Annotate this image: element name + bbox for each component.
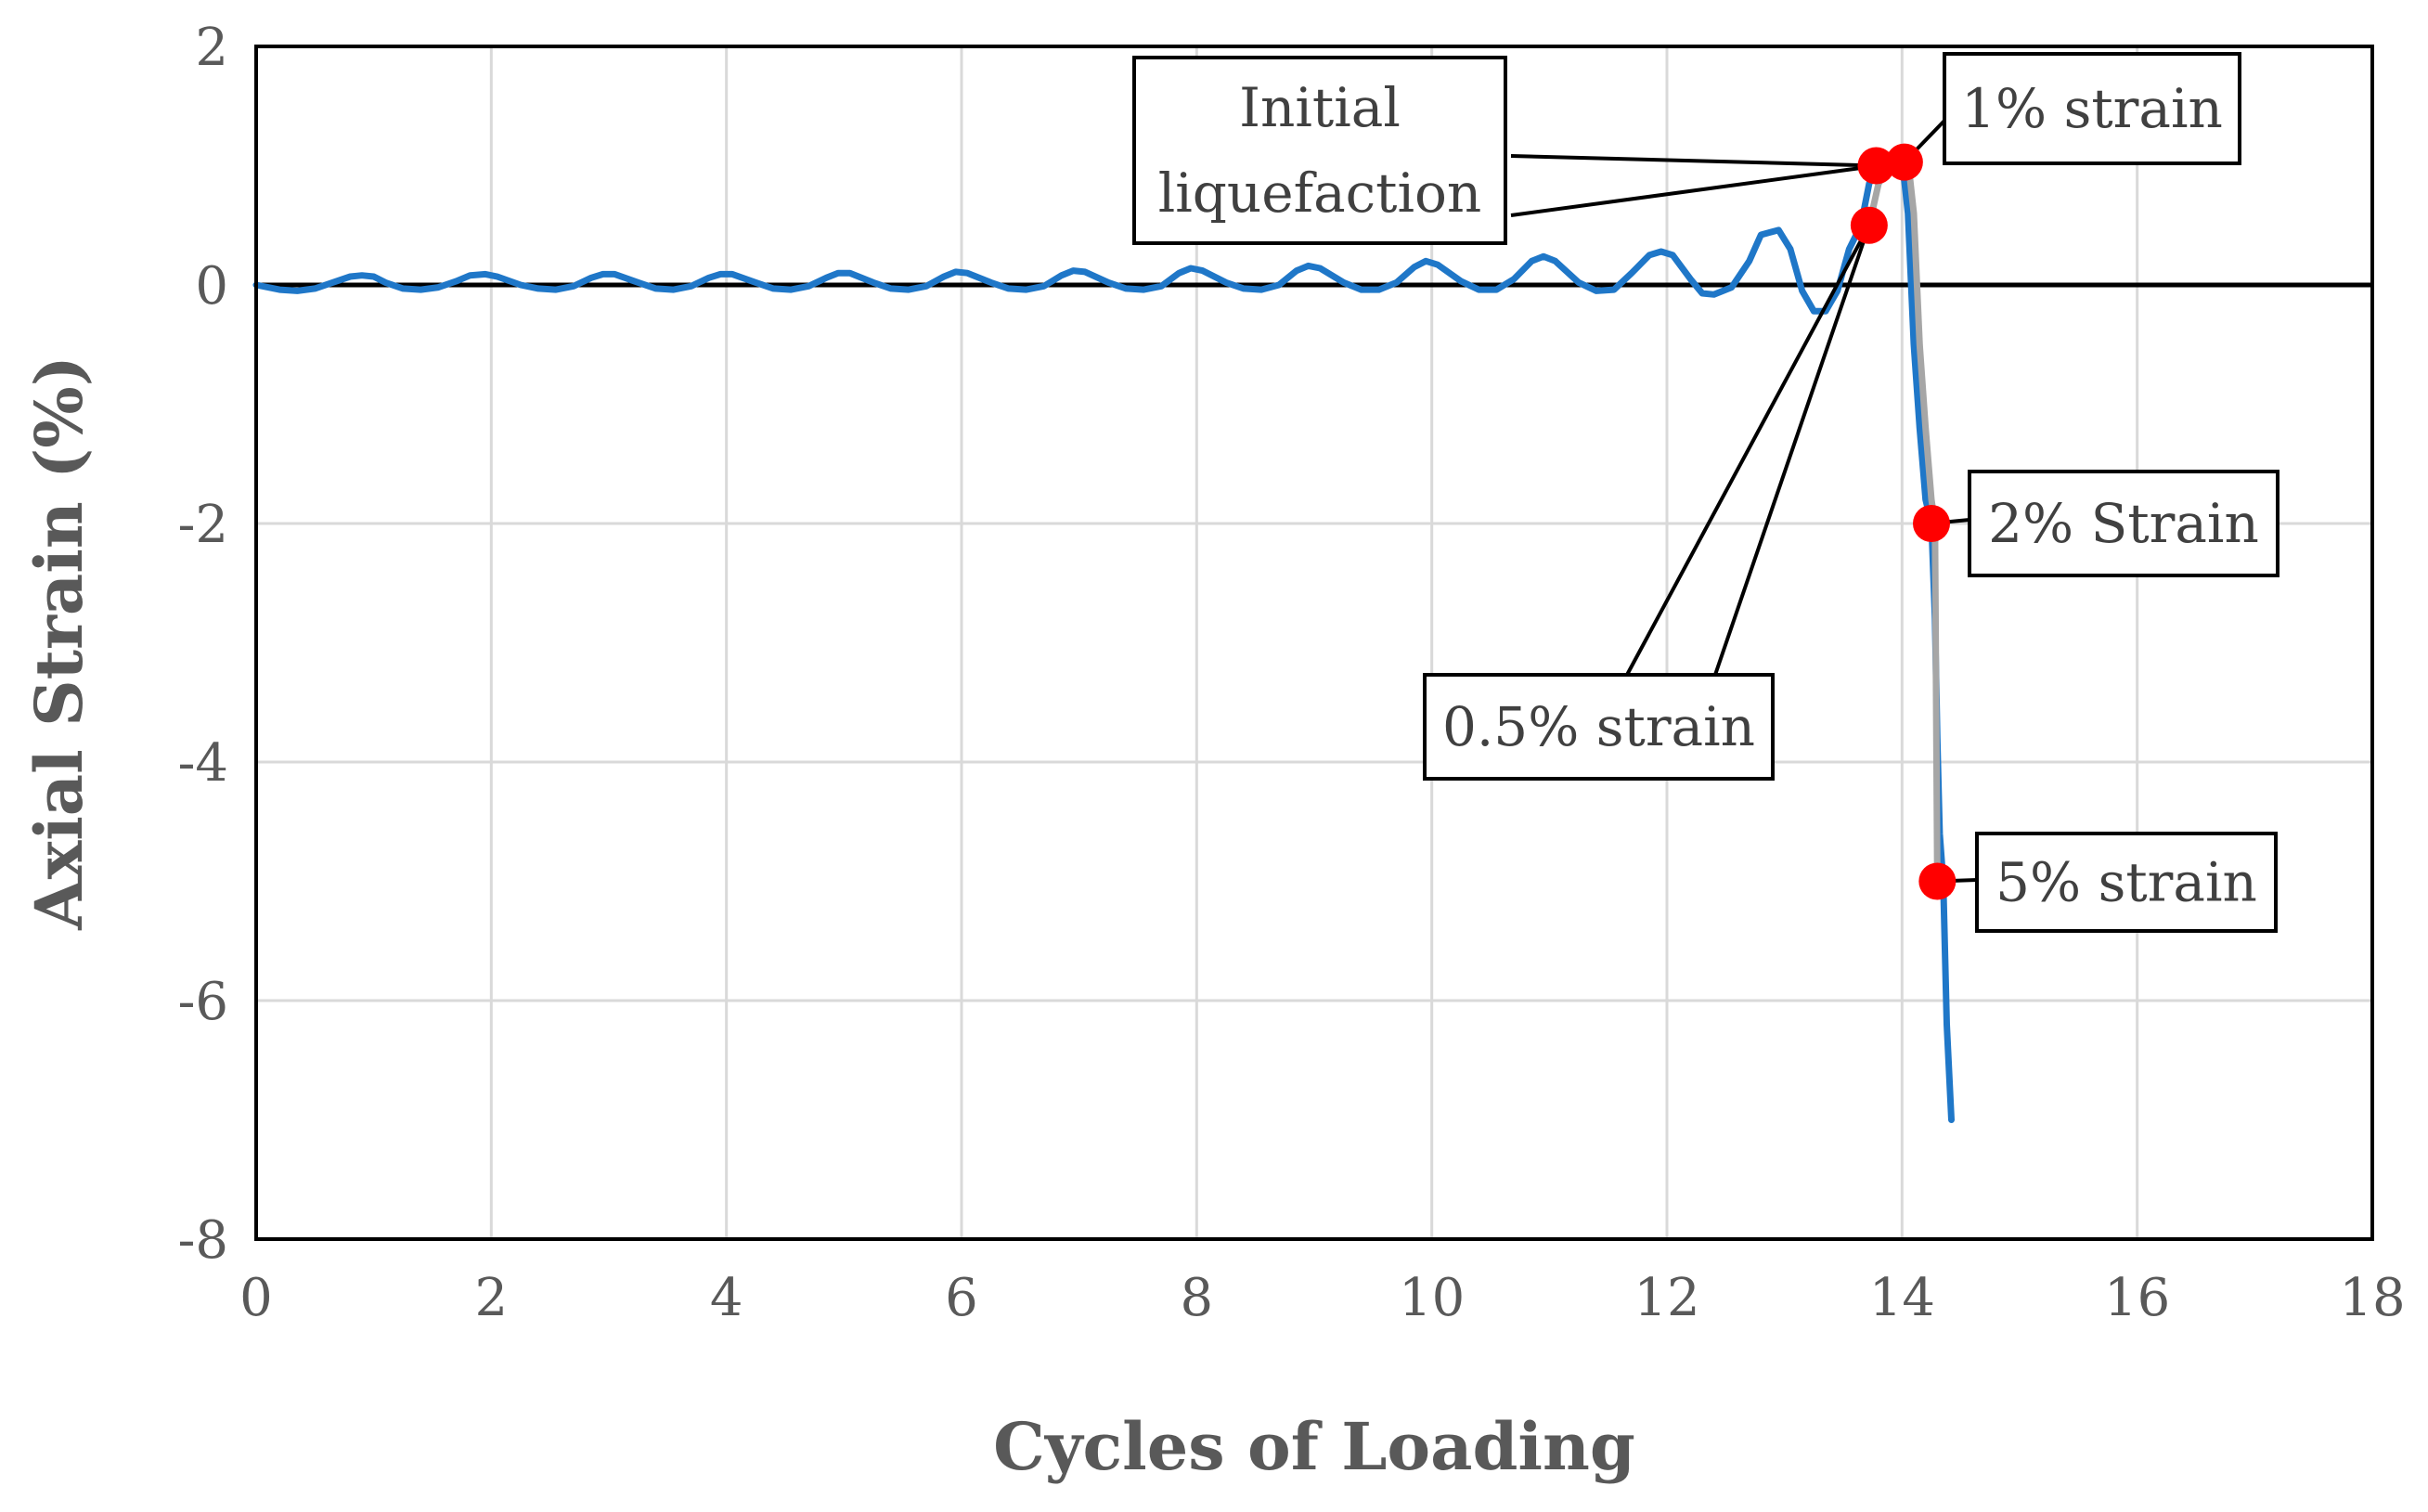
marker-point-2 (1885, 143, 1923, 181)
x-tick-label-3: 6 (945, 1268, 978, 1328)
y-tick-label-2: -2 (177, 495, 228, 555)
annotation-box-0 (1132, 56, 1507, 245)
x-tick-label-8: 16 (2104, 1268, 2170, 1328)
y-tick-label-5: -8 (177, 1210, 228, 1271)
x-tick-label-6: 12 (1634, 1268, 1699, 1328)
annotations: Initial liquefaction 1% strain 2% Strain 0.5… (1132, 52, 2279, 933)
series-line-axial-strain (252, 156, 1955, 1123)
marker-point-3 (1913, 505, 1950, 542)
x-tick-label-2: 4 (710, 1268, 743, 1328)
annotation-box-3 (1423, 673, 1775, 781)
annotation-label-2-0: 2% Strain (1988, 492, 2259, 555)
x-tick-label-0: 0 (239, 1268, 273, 1328)
x-tick-label-4: 8 (1181, 1268, 1214, 1328)
y-tick-label-4: -6 (177, 972, 228, 1032)
y-tick-label-1: 0 (195, 256, 228, 317)
annotation-box-2 (1968, 470, 2279, 577)
annotation-label-0-1: liquefaction (1158, 162, 1482, 225)
annotation-label-0-0: Initial (1239, 76, 1401, 139)
annotation-label-1-0: 1% strain (1961, 77, 2223, 140)
y-tick-label-0: 2 (195, 18, 228, 78)
x-tick-label-7: 14 (1869, 1268, 1935, 1328)
y-axis-title: Axial Strain (%) (20, 355, 97, 931)
marker-point-1 (1857, 147, 1895, 185)
annotation-box-1 (1943, 52, 2241, 165)
x-axis-title: Cycles of Loading (993, 1408, 1635, 1485)
annotation-leader-3-0 (1625, 224, 1871, 676)
annotation-leader-3-1 (1713, 225, 1871, 676)
x-tick-label-1: 2 (475, 1268, 509, 1328)
marker-point-4 (1918, 862, 1957, 900)
plot-area-frame (254, 45, 2374, 1241)
marker-point-0 (1850, 206, 1888, 244)
markers (1850, 143, 1957, 900)
annotation-leader-0-b (1510, 160, 1905, 217)
annotation-leader-0-0 (1510, 154, 1877, 168)
y-tick-label-3: -4 (177, 733, 228, 794)
annotation-label-4-0: 5% strain (1995, 851, 2257, 914)
annotation-box-4 (1975, 832, 2278, 933)
x-tick-label-9: 18 (2339, 1268, 2405, 1328)
annotation-label-3-0: 0.5% strain (1442, 695, 1755, 758)
x-tick-label-5: 10 (1399, 1268, 1465, 1328)
